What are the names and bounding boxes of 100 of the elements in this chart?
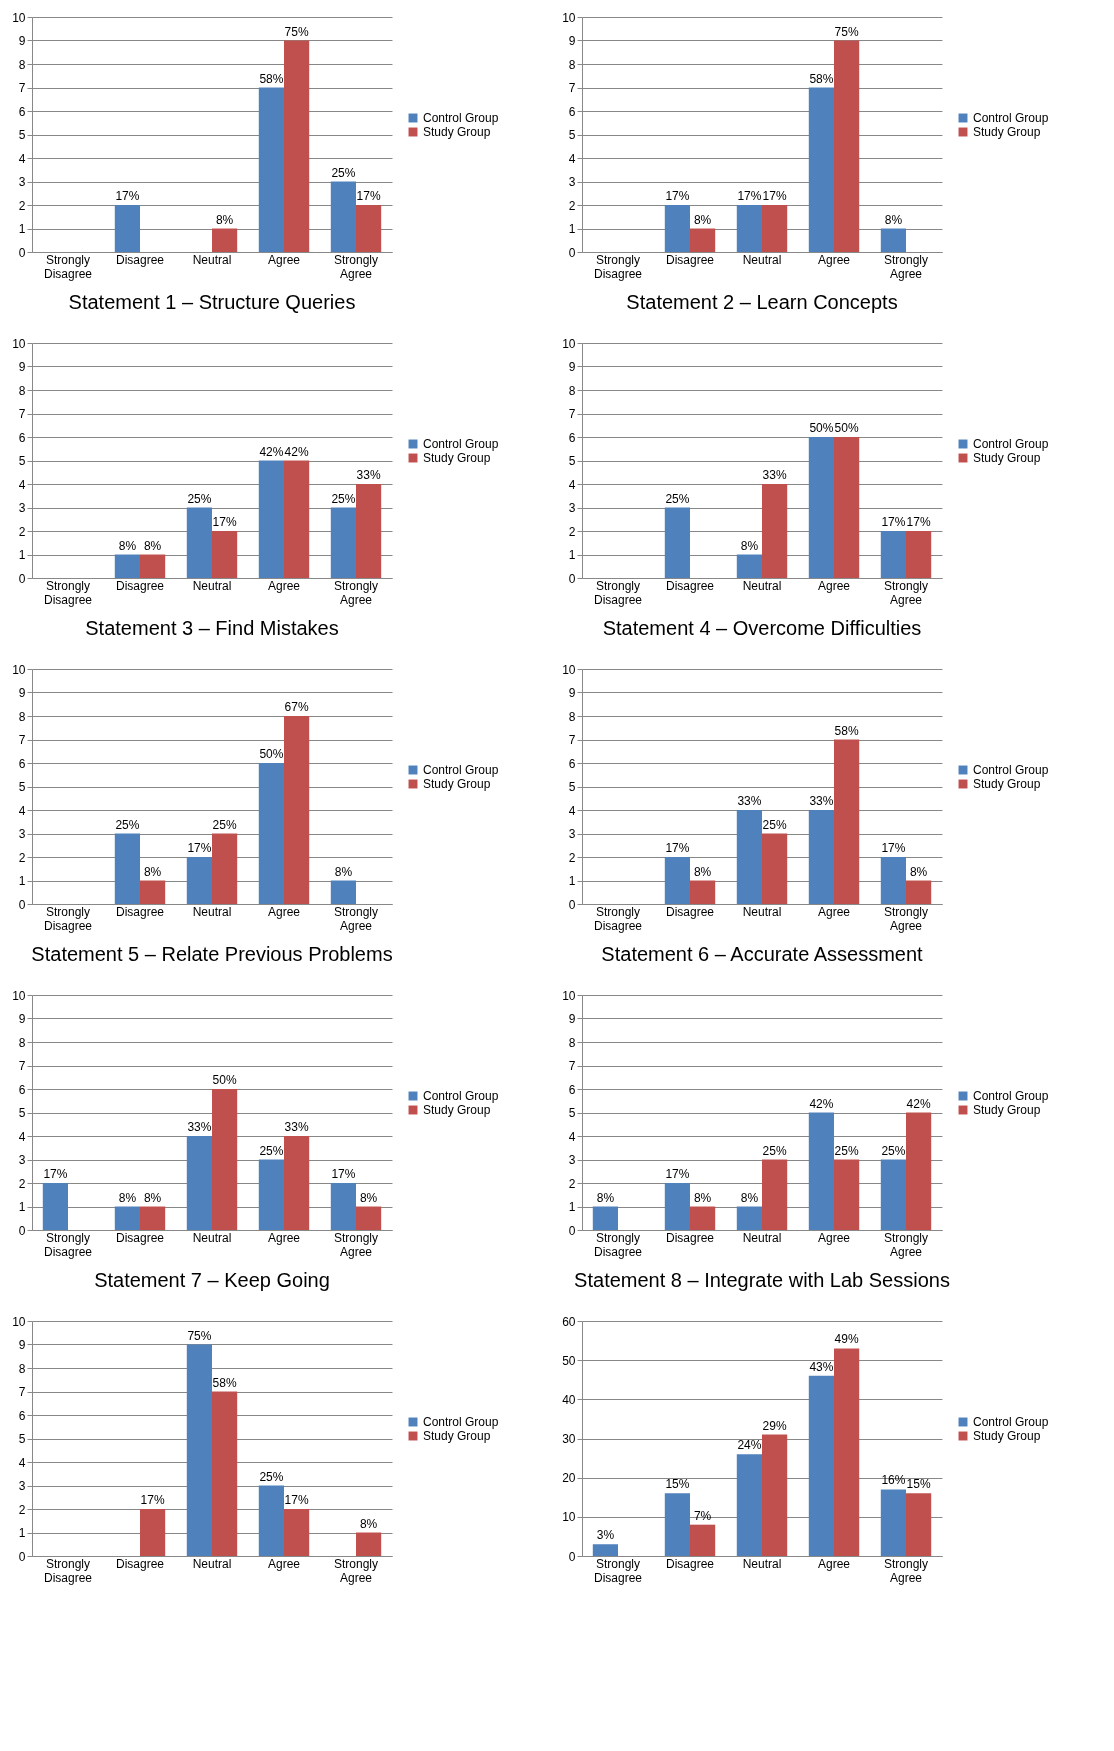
x-tick-label: Agree bbox=[267, 252, 301, 267]
annotation: 8% bbox=[596, 1190, 615, 1205]
y-tick-label: 10 bbox=[12, 662, 26, 677]
bar bbox=[140, 1509, 166, 1556]
annotation: 17% bbox=[737, 189, 762, 203]
annotation: 3% bbox=[596, 1528, 615, 1543]
x-tick-label: Neutral bbox=[192, 578, 232, 593]
legend-label: Control Group bbox=[423, 1415, 499, 1429]
bar bbox=[808, 1112, 834, 1230]
bar bbox=[808, 1375, 834, 1556]
y-tick-label: 1 bbox=[568, 874, 576, 888]
x-tick-label: Neutral bbox=[742, 1230, 782, 1245]
y-tick-label: 3 bbox=[18, 1153, 26, 1167]
y-tick-label: 8 bbox=[18, 383, 26, 398]
y-tick-label: 0 bbox=[568, 571, 576, 586]
legend-label: Control Group bbox=[973, 437, 1049, 451]
y-tick-label: 0 bbox=[18, 1223, 26, 1238]
y-tick-label: 3 bbox=[18, 827, 26, 841]
bar bbox=[664, 1493, 690, 1556]
legend-label: Study Group bbox=[423, 125, 491, 139]
bar bbox=[664, 857, 690, 904]
annotation: 25% bbox=[259, 1143, 284, 1158]
x-tick-label: Strongly Agree bbox=[333, 578, 379, 607]
y-tick-label: 0 bbox=[568, 1223, 576, 1238]
bar bbox=[762, 1159, 788, 1230]
bar bbox=[258, 460, 284, 578]
y-tick-label: 6 bbox=[18, 1082, 26, 1097]
y-tick-label: 9 bbox=[568, 360, 576, 374]
x-tick-label: Strongly Disagree bbox=[43, 252, 93, 281]
y-tick-label: 2 bbox=[18, 198, 26, 213]
bar bbox=[880, 228, 906, 252]
y-tick-label: 1 bbox=[568, 548, 576, 562]
bar bbox=[284, 40, 310, 252]
y-tick-label: 0 bbox=[18, 571, 26, 586]
x-tick-label: Strongly Disagree bbox=[593, 578, 643, 607]
annotation: 8% bbox=[693, 1190, 712, 1205]
annotation: 17% bbox=[187, 841, 212, 855]
y-tick-label: 7 bbox=[18, 81, 26, 95]
legend-label: Control Group bbox=[423, 1089, 499, 1103]
bar bbox=[808, 810, 834, 904]
bar bbox=[736, 1454, 762, 1556]
legend-label: Study Group bbox=[973, 1429, 1041, 1443]
y-tick-label: 3 bbox=[568, 501, 576, 515]
annotation: 17% bbox=[115, 189, 140, 203]
bar bbox=[330, 880, 356, 904]
annotation: 58% bbox=[834, 723, 859, 738]
x-tick-label: Strongly Agree bbox=[883, 578, 929, 607]
annotation: 17% bbox=[356, 189, 381, 203]
annotation: 8% bbox=[143, 538, 162, 553]
y-tick-label: 4 bbox=[568, 151, 576, 166]
y-tick-label: 7 bbox=[18, 1059, 26, 1073]
bar bbox=[690, 880, 716, 904]
y-tick-label: 6 bbox=[18, 756, 26, 771]
y-tick-label: 3 bbox=[18, 1479, 26, 1493]
annotation: 58% bbox=[259, 71, 284, 86]
bar bbox=[834, 1159, 860, 1230]
annotation: 42% bbox=[284, 444, 309, 459]
bar bbox=[330, 1183, 356, 1230]
bar bbox=[690, 1206, 716, 1230]
legend-label: Control Group bbox=[423, 437, 499, 451]
y-tick-label: 9 bbox=[568, 686, 576, 700]
y-tick-label: 0 bbox=[568, 245, 576, 260]
annotation: 17% bbox=[881, 841, 906, 855]
x-tick-label: Neutral bbox=[192, 904, 232, 919]
y-tick-label: 1 bbox=[568, 222, 576, 236]
y-tick-label: 5 bbox=[18, 1432, 26, 1446]
annotation: 17% bbox=[906, 515, 931, 529]
y-tick-label: 1 bbox=[18, 222, 26, 236]
annotation: 50% bbox=[212, 1073, 237, 1087]
x-tick-label: Neutral bbox=[192, 252, 232, 267]
y-tick-label: 2 bbox=[18, 1502, 26, 1517]
y-tick-label: 5 bbox=[568, 128, 576, 142]
y-tick-label: 7 bbox=[18, 1385, 26, 1399]
annotation: 33% bbox=[284, 1120, 309, 1134]
annotation: 58% bbox=[212, 1375, 237, 1390]
y-tick-label: 4 bbox=[18, 1129, 26, 1144]
bar bbox=[330, 181, 356, 252]
y-tick-label: 0 bbox=[18, 245, 26, 260]
y-tick-label: 2 bbox=[568, 850, 576, 865]
bar bbox=[762, 484, 788, 578]
x-tick-label: Neutral bbox=[742, 904, 782, 919]
y-tick-label: 3 bbox=[18, 501, 26, 515]
legend-label: Control Group bbox=[973, 111, 1049, 125]
x-tick-label: Agree bbox=[817, 578, 851, 593]
y-tick-label: 1 bbox=[18, 1526, 26, 1540]
y-tick-label: 10 bbox=[562, 336, 576, 351]
x-tick-label: Disagree bbox=[115, 578, 165, 593]
annotation: 17% bbox=[665, 841, 690, 855]
x-tick-label: Strongly Disagree bbox=[43, 904, 93, 933]
bar bbox=[592, 1544, 618, 1556]
y-tick-label: 1 bbox=[18, 548, 26, 562]
legend-label: Control Group bbox=[423, 111, 499, 125]
text: Statement 1 – Structure Queries bbox=[68, 291, 356, 313]
annotation: 33% bbox=[809, 794, 834, 808]
bar bbox=[808, 437, 834, 578]
bar bbox=[834, 1348, 860, 1556]
bar bbox=[834, 437, 860, 578]
bar bbox=[690, 1524, 716, 1556]
x-tick-label: Strongly Disagree bbox=[593, 1230, 643, 1259]
bar bbox=[690, 228, 716, 252]
